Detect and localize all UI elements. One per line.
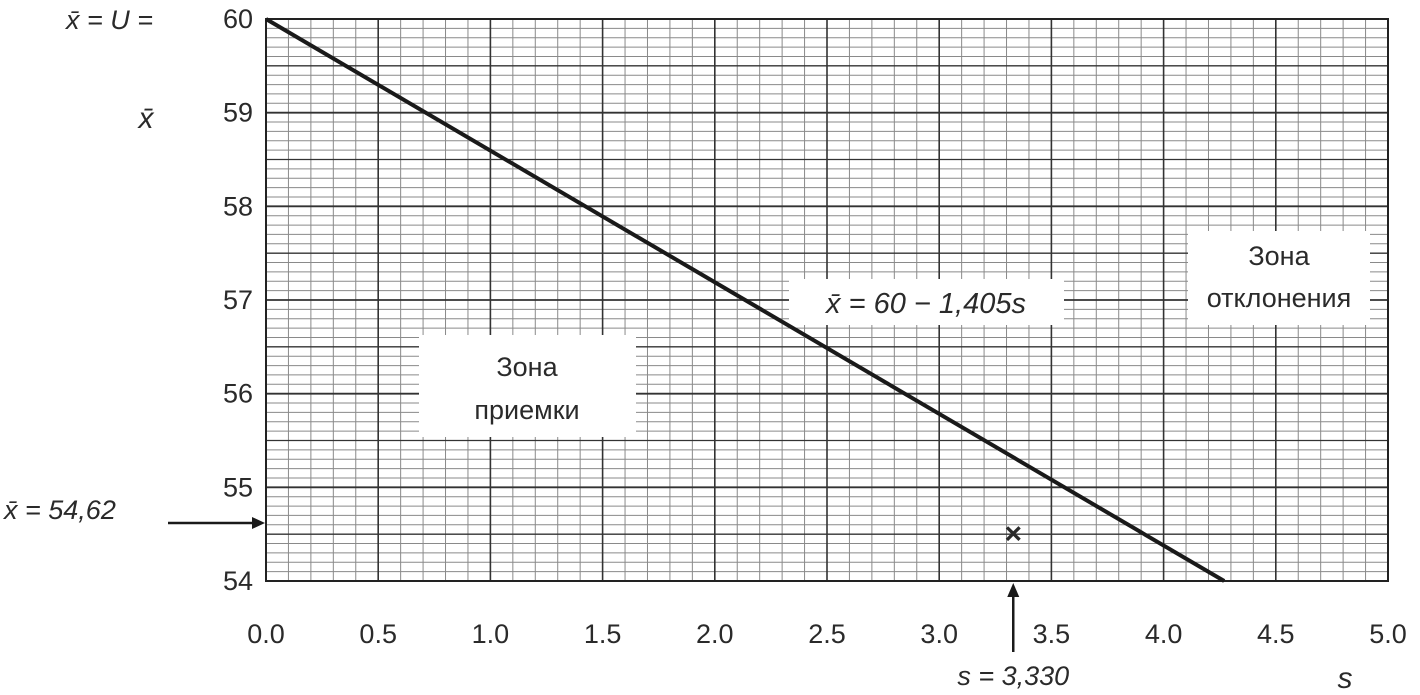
xbar-arrow	[168, 517, 265, 529]
accept-zone-box	[419, 335, 636, 437]
y-tick-label: 55	[223, 472, 253, 502]
reject-zone-box	[1188, 231, 1370, 325]
x-tick-label: 4.5	[1257, 619, 1295, 649]
x-tick-label: 2.0	[696, 619, 734, 649]
y-tick-label: 56	[223, 379, 253, 409]
y-tick-label: 58	[223, 191, 253, 221]
y-axis-label: x̄	[137, 102, 155, 135]
accept-zone-label-line1: Зона	[496, 352, 558, 382]
x-tick-label: 1.5	[584, 619, 622, 649]
top-left-annotation: x̄ = U =	[64, 5, 153, 35]
decision-line	[264, 17, 1226, 583]
x-tick-label: 2.5	[808, 619, 846, 649]
y-tick-label: 60	[223, 4, 253, 34]
series-label: x̄ = 60 − 1,405s	[824, 288, 1026, 320]
reject-zone-label-line2: отклонения	[1207, 283, 1352, 313]
x-tick-label: 5.0	[1369, 619, 1407, 649]
y-tick-label: 54	[223, 566, 253, 596]
y-tick-label: 59	[223, 98, 253, 128]
equation-box	[789, 279, 1064, 325]
y-tick-label: 57	[223, 285, 253, 315]
reject-zone-label-line1: Зона	[1248, 241, 1310, 271]
x-axis-label: s	[1338, 662, 1353, 695]
plot-frame	[265, 18, 1389, 582]
xbar-arrow-label: x̄ = 54,62	[2, 495, 116, 525]
x-tick-label: 3.0	[920, 619, 958, 649]
x-tick-labels: 0.0 0.5 1.0 1.5 2.0 2.5 3.0 3.5 4.0 4.5 5.0	[247, 619, 1407, 649]
x-tick-label: 1.0	[472, 619, 510, 649]
x-tick-label: 0.5	[359, 619, 397, 649]
sample-point-marker: ×	[1004, 517, 1022, 550]
accept-zone-label-line2: приемки	[474, 395, 579, 425]
x-tick-label: 0.0	[247, 619, 285, 649]
s-arrow	[1007, 583, 1020, 652]
x-tick-label: 4.0	[1145, 619, 1183, 649]
x-tick-label: 3.5	[1033, 619, 1071, 649]
s-arrow-label: s = 3,330	[957, 661, 1069, 691]
y-tick-labels: 54 55 56 57 58 59 60	[223, 4, 253, 596]
